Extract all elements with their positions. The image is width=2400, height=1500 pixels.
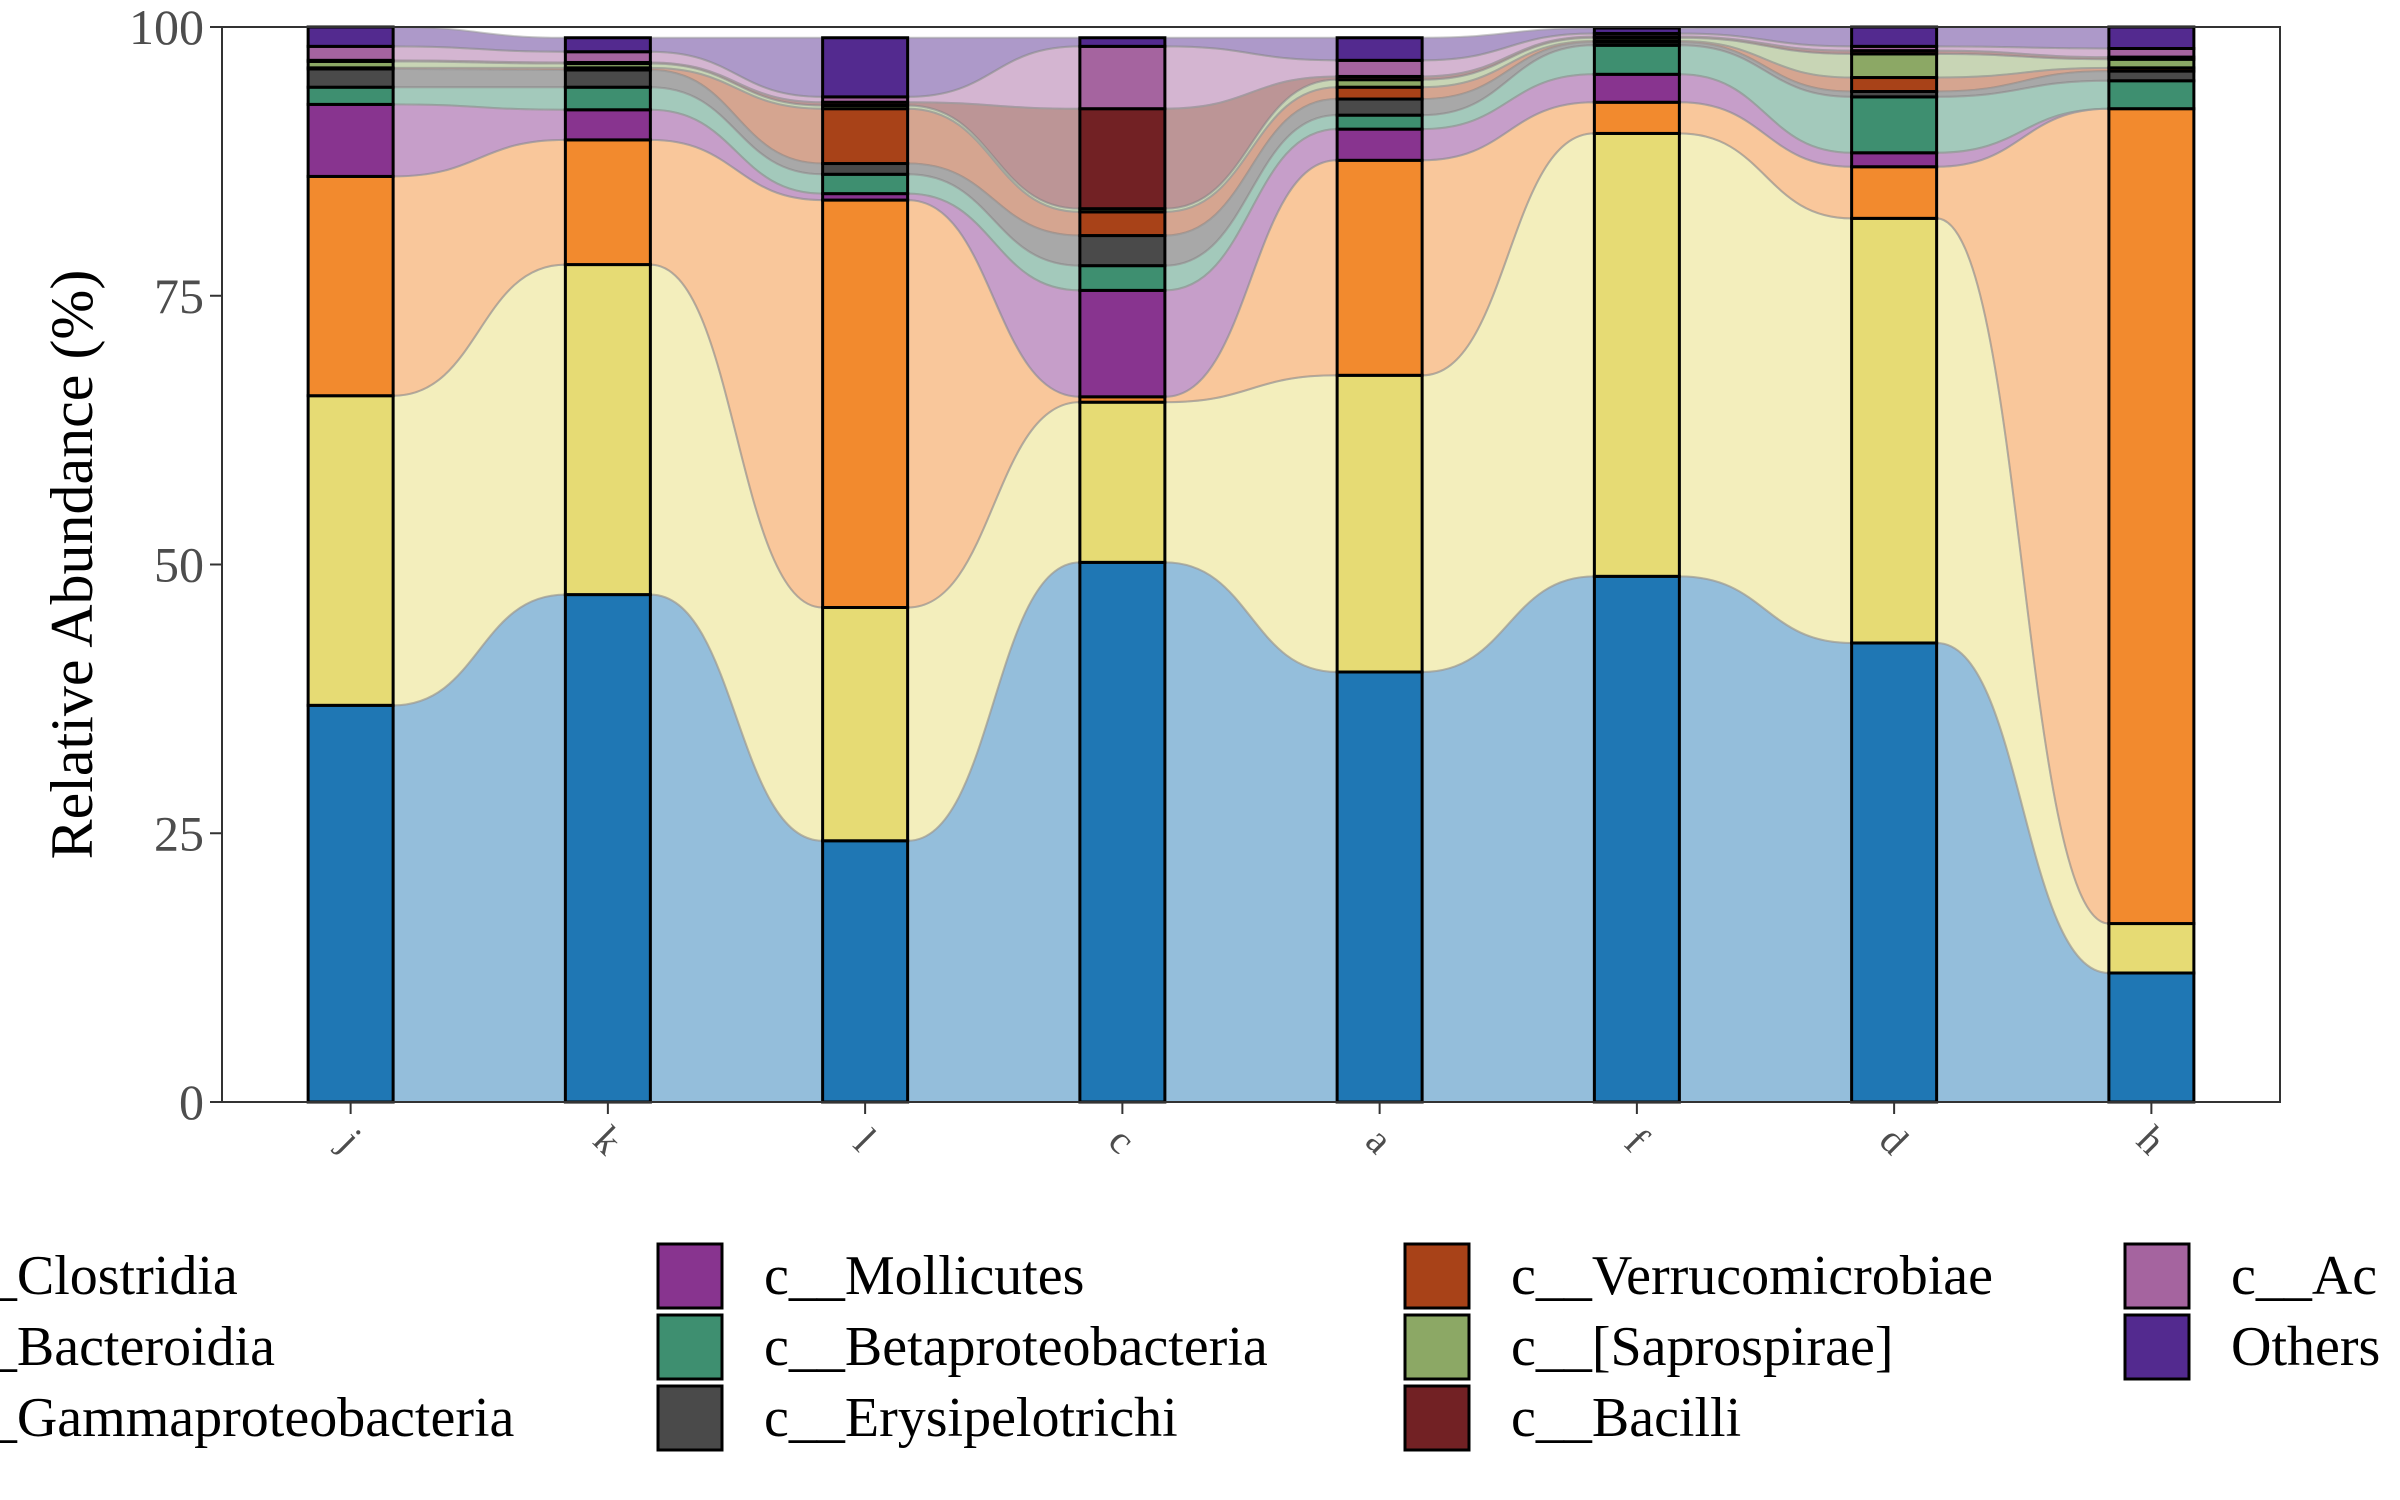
legend-swatch (656, 1242, 724, 1310)
bar-segment-c (1078, 210, 1167, 238)
bar-segment-a (1335, 36, 1424, 62)
legend-swatch (2123, 1242, 2191, 1310)
bar-segment-j (306, 174, 395, 398)
bar-segment-a (1335, 113, 1424, 131)
x-tick-label: l (845, 1120, 885, 1160)
legend-label: c__Ac (2231, 1245, 2377, 1307)
bar-segment-d (1850, 151, 1939, 169)
bar-segment-l (821, 839, 910, 1104)
legend-label: c__Clostridia (0, 1245, 238, 1307)
bar-segment-j (306, 67, 395, 89)
bar-segment-d (1850, 216, 1939, 645)
bar-segment-a (1335, 97, 1424, 117)
legend-label: c__Gammaproteobacteria (0, 1387, 515, 1449)
bar-segment-f (1592, 72, 1681, 104)
bar-segment-a (1335, 85, 1424, 101)
legend-label: c__Mollicutes (764, 1245, 1084, 1307)
y-tick-label: 0 (179, 1074, 204, 1130)
bar-segment-a (1335, 158, 1424, 377)
legend-label: c__Verrucomicrobiae (1511, 1245, 1993, 1307)
bar-segment-d (1850, 95, 1939, 155)
bar-segment-f (1592, 100, 1681, 135)
legend-swatch (2123, 1313, 2191, 1381)
legend-swatch (656, 1384, 724, 1452)
x-tick-label: c (1100, 1118, 1144, 1162)
bar-segment-k (563, 108, 652, 142)
x-tick-label: f (1616, 1119, 1658, 1161)
bar-segment-h (2107, 79, 2196, 111)
bar-segment-f (1592, 574, 1681, 1104)
bar-segment-l (821, 198, 910, 609)
legend-label: c__Betaproteobacteria (764, 1316, 1268, 1378)
bar-segment-c (1078, 44, 1167, 111)
bar-segment-f (1592, 43, 1681, 76)
bar-segment-j (306, 85, 395, 106)
bar-segment-c (1078, 400, 1167, 564)
bar-segment-d (1850, 641, 1939, 1104)
bar-segment-j (306, 703, 395, 1104)
legend-label: c__Bacteroidia (0, 1316, 275, 1378)
bar-segment-l (821, 162, 910, 176)
bar-segment-h (2107, 107, 2196, 926)
bar-segment-k (563, 50, 652, 64)
bar-segment-c (1078, 234, 1167, 268)
legend-swatch (1403, 1313, 1471, 1381)
y-tick-label: 50 (154, 537, 204, 593)
x-tick-label: k (585, 1117, 631, 1163)
bar-segment-c (1078, 36, 1167, 48)
x-tick-label: h (2128, 1117, 2174, 1163)
bar-segment-h (2107, 25, 2196, 50)
bar-segment-f (1592, 26, 1681, 35)
x-tick-label: d (1871, 1117, 1917, 1163)
legend-label: c__Bacilli (1511, 1387, 1741, 1449)
legend-label: Others (2231, 1316, 2380, 1378)
bar-segment-f (1592, 131, 1681, 578)
legend-swatch (1403, 1242, 1471, 1310)
legend-label: c__[Saprospirae] (1511, 1316, 1894, 1378)
bar-segment-l (821, 606, 910, 843)
bar-segment-l (821, 107, 910, 166)
bar-segment-d (1850, 52, 1939, 80)
y-tick-label: 25 (154, 805, 204, 861)
y-axis-title: Relative Abundance (%) (39, 270, 105, 860)
bar-segment-j (306, 394, 395, 707)
bar-segment-l (821, 172, 910, 196)
x-tick-label: a (1357, 1118, 1402, 1163)
bar-segment-c (1078, 264, 1167, 292)
y-tick-label: 75 (154, 268, 204, 324)
bar-segment-c (1078, 288, 1167, 399)
bar-segment-k (563, 36, 652, 54)
bar-segment-a (1335, 373, 1424, 674)
bar-segment-d (1850, 76, 1939, 94)
bar-segment-a (1335, 670, 1424, 1104)
bar-segment-k (563, 85, 652, 112)
legend-label: c__Erysipelotrichi (764, 1387, 1178, 1449)
legend: c__Clostridia c__Bacteroidia c__Gammaprote… (0, 1242, 2380, 1452)
y-tick-label: 100 (129, 0, 204, 55)
bar-segment-k (563, 68, 652, 89)
bar-segment-a (1335, 127, 1424, 162)
bar-segment-h (2107, 922, 2196, 975)
bar-segment-a (1335, 58, 1424, 78)
bar-segment-j (306, 44, 395, 62)
bar-segment-d (1850, 25, 1939, 48)
bar-segment-j (306, 25, 395, 48)
bar-segment-k (563, 263, 652, 597)
bar-segment-d (1850, 165, 1939, 220)
legend-swatch (1403, 1384, 1471, 1452)
bar-segment-j (306, 102, 395, 178)
bar-segment-h (2107, 971, 2196, 1104)
bar-segment-k (563, 593, 652, 1104)
bar-segment-c (1078, 560, 1167, 1104)
legend-swatch (656, 1313, 724, 1381)
bars (306, 25, 2196, 1104)
bar-segment-l (821, 36, 910, 99)
bar-segment-k (563, 138, 652, 267)
bar-segment-c (1078, 107, 1167, 211)
x-tick-label: j (329, 1119, 370, 1160)
